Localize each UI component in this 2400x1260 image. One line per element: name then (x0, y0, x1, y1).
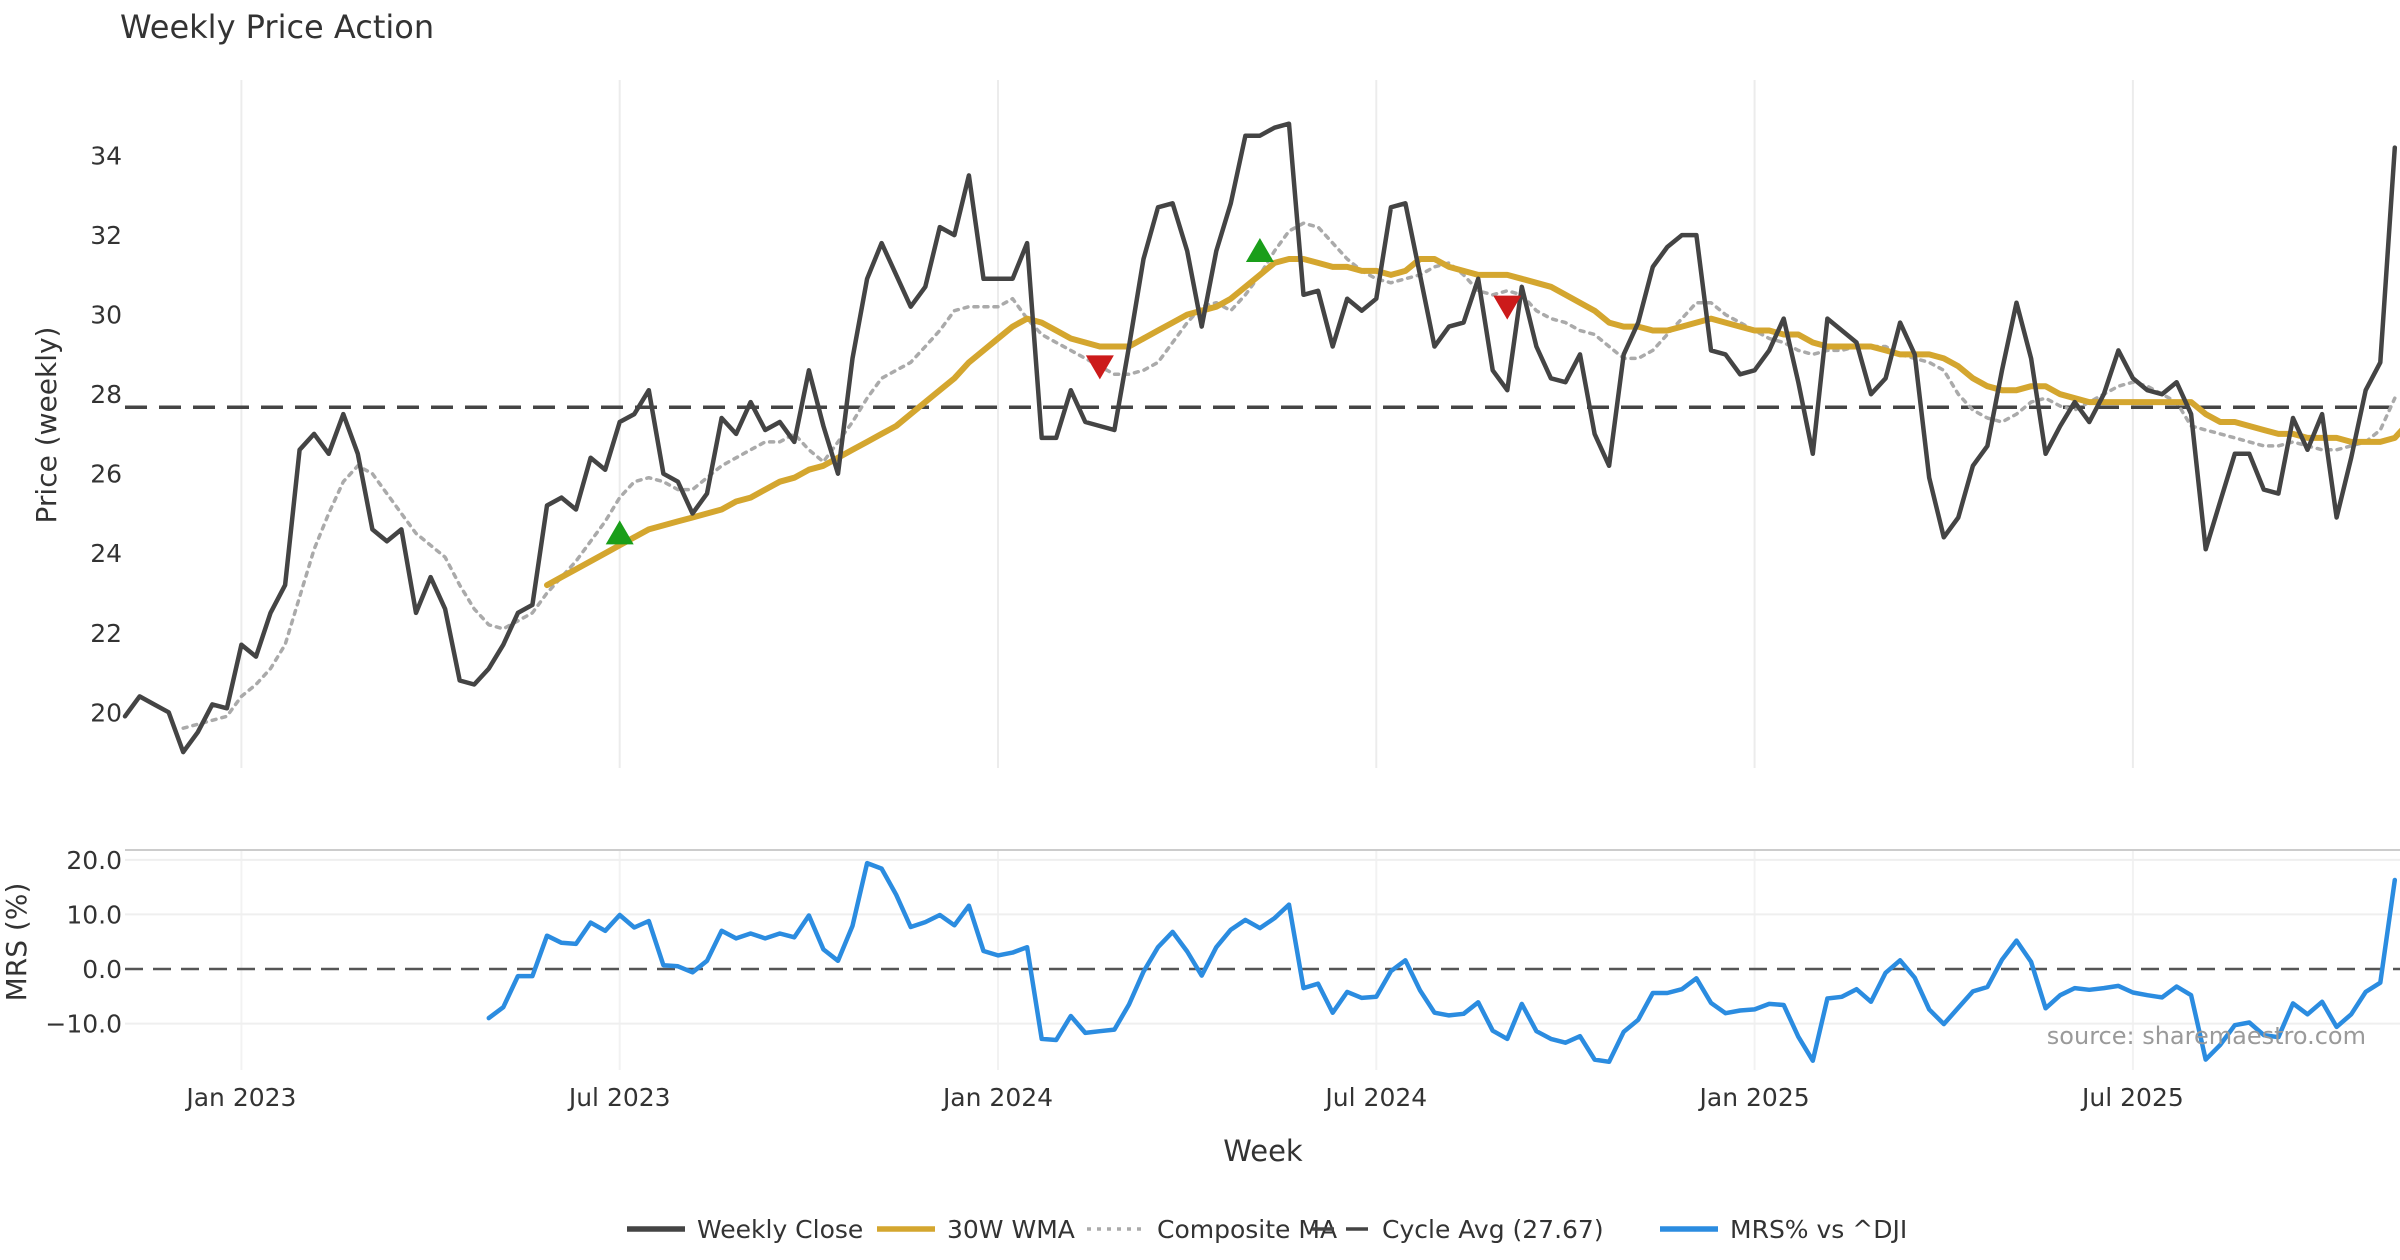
price-y-tick-label: 20 (90, 698, 122, 727)
price-y-tick-label: 30 (90, 301, 122, 330)
x-tick-label: Jul 2025 (2080, 1083, 2184, 1112)
series-layer (122, 121, 2400, 1065)
price-y-tick-label: 24 (90, 539, 122, 568)
price-y-tick-label: 28 (90, 380, 122, 409)
x-tick-label: Jan 2024 (941, 1083, 1053, 1112)
legend: Weekly Close 30W WMA Composite MA Cycle Avg… (627, 1215, 1907, 1244)
reference-lines (125, 405, 2400, 971)
mrs-y-tick-label: 0.0 (82, 955, 122, 984)
signal-markers (605, 238, 1522, 545)
price-y-tick-label: 32 (90, 221, 122, 250)
wma-30w-line (544, 256, 2400, 589)
watermark: source: sharemaestro.com (2047, 1022, 2366, 1050)
price-y-tick-label: 26 (90, 460, 122, 489)
legend-label: Weekly Close (697, 1215, 863, 1244)
legend-label: Cycle Avg (27.67) (1382, 1215, 1604, 1244)
x-tick-label: Jul 2024 (1323, 1083, 1427, 1112)
legend-label: 30W WMA (947, 1215, 1075, 1244)
weekly-close-line (122, 121, 2398, 755)
sell-signal-marker (1493, 295, 1522, 320)
price-y-axis-label: Price (weekly) (30, 327, 63, 524)
mrs-y-axis-label: MRS (%) (0, 883, 33, 1002)
price-y-tick-label: 22 (90, 619, 122, 648)
grid-layer (125, 80, 2400, 1070)
legend-label: MRS% vs ^DJI (1730, 1215, 1907, 1244)
x-tick-label: Jan 2023 (184, 1083, 296, 1112)
mrs-line (486, 860, 2398, 1065)
x-tick-label: Jan 2025 (1698, 1083, 1810, 1112)
sell-signal-marker (1085, 355, 1114, 380)
x-tick-label: Jul 2023 (567, 1083, 671, 1112)
tick-labels: 20 22 24 26 28 30 32 34 −10.0 0.0 10.0 20.0 Jan 2023… (45, 142, 2183, 1112)
buy-signal-marker (605, 520, 634, 545)
buy-signal-marker (1245, 238, 1274, 263)
chart-title: Weekly Price Action (120, 8, 434, 46)
mrs-y-tick-label: −10.0 (45, 1010, 122, 1039)
x-axis-label: Week (1223, 1134, 1303, 1168)
price-y-tick-label: 34 (90, 142, 122, 171)
mrs-y-tick-label: 20.0 (66, 846, 122, 875)
composite-ma-line (181, 221, 2397, 730)
legend-label: Composite MA (1157, 1215, 1337, 1244)
mrs-y-tick-label: 10.0 (66, 900, 122, 929)
